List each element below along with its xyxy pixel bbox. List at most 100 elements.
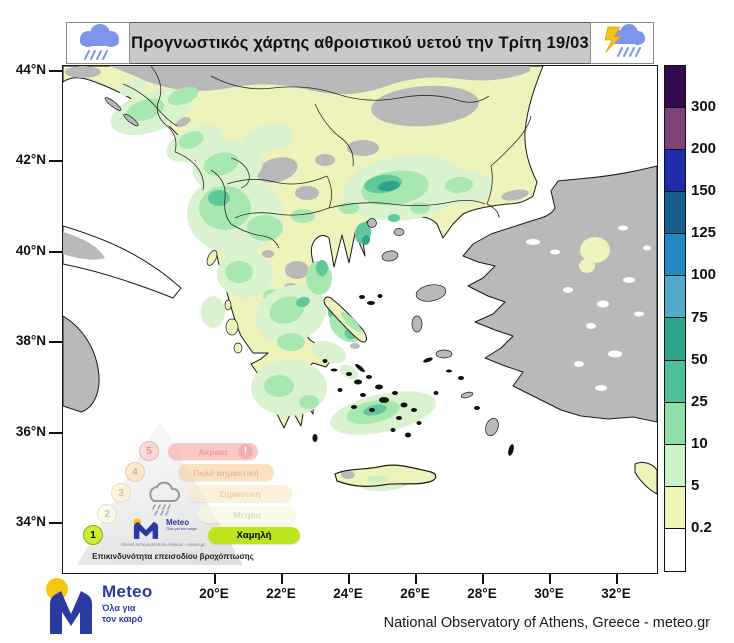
map-canvas xyxy=(63,66,657,573)
islands xyxy=(104,97,657,495)
storm-cloud-glyph xyxy=(604,24,645,57)
latitude-tick xyxy=(49,522,62,524)
colorbar-value: 150 xyxy=(691,182,717,200)
longitude-label: 26°E xyxy=(400,586,430,601)
cyprus-island xyxy=(634,461,657,495)
mini-meteo-logo-icon xyxy=(133,518,159,539)
mini-logo-subtitle: Όλα για τον καιρό xyxy=(166,526,198,531)
latitude-label: 44°N xyxy=(15,62,46,77)
colorbar-value: 100 xyxy=(691,266,717,284)
meteo-logo: Meteo Όλα για τον καιρό xyxy=(36,576,206,640)
colorbar-segment xyxy=(665,192,685,235)
risk-level-label: Ακραία xyxy=(198,446,228,457)
latitude-label: 38°N xyxy=(15,333,46,348)
extreme-warning-badge: ! xyxy=(238,444,253,459)
meteo-logo-subtitle-line2: τον καιρό xyxy=(102,613,143,624)
longitude-label: 30°E xyxy=(534,586,564,601)
rain-cloud-outline-icon xyxy=(149,481,181,516)
rain-cloud-glyph xyxy=(80,24,119,60)
precipitation-colorbar xyxy=(664,65,686,572)
colorbar-value: 50 xyxy=(691,350,708,368)
mini-logo-name: Meteo xyxy=(166,518,190,527)
pyramid-caption: Επικινδυνότητα επεισοδίου βροχόπτωσης xyxy=(92,552,254,561)
risk-level-pill-5: Ακραία! xyxy=(168,443,258,460)
title-bar: Προγνωστικός χάρτης αθροιστικού υετού τη… xyxy=(66,22,654,64)
colorbar-value: 0.2 xyxy=(691,518,712,536)
colorbar-value: 25 xyxy=(691,392,708,410)
risk-level-pill-4: Πολύ σημαντική xyxy=(178,464,274,481)
risk-level-number-3: 3 xyxy=(111,483,131,503)
latitude-label: 34°N xyxy=(15,514,46,529)
risk-level-number-1: 1 xyxy=(83,525,103,545)
turkey-landmass xyxy=(462,165,657,423)
colorbar-segment xyxy=(665,108,685,151)
pyramid-logo-caption: Εθνικό Αστεροσκοπείο Αθηνών - meteo.gr xyxy=(121,542,205,547)
longitude-tick xyxy=(549,573,551,584)
latitude-label: 36°N xyxy=(15,424,46,439)
latitude-tick xyxy=(49,341,62,343)
meteo-logo-subtitle-line1: Όλα για xyxy=(102,603,136,613)
latitude-tick xyxy=(49,251,62,253)
latitude-tick xyxy=(49,160,62,162)
colorbar-segment xyxy=(665,66,685,109)
rain-risk-pyramid-legend: Ακραία! 5 Πολύ σημαντική 4 Σημαντική 3 Μέτρια 2… xyxy=(73,421,313,571)
storm-cloud-icon xyxy=(590,22,654,64)
risk-level-label: Σημαντική xyxy=(219,488,261,499)
colorbar-value: 300 xyxy=(691,98,717,116)
colorbar-segment xyxy=(665,318,685,361)
meteo-logo-subtitle: Όλα για τον καιρό xyxy=(102,603,143,624)
precipitation-map: Ακραία! 5 Πολύ σημαντική 4 Σημαντική 3 Μέτρια 2… xyxy=(62,65,658,574)
longitude-tick xyxy=(348,573,350,584)
colorbar-segment xyxy=(665,486,685,529)
risk-level-pill-1: Χαμηλή xyxy=(208,527,300,544)
colorbar-value: 200 xyxy=(691,140,717,158)
risk-level-label: Μέτρια xyxy=(233,509,261,520)
risk-level-number-2: 2 xyxy=(97,504,117,524)
italy-coast xyxy=(63,225,182,413)
turkey-dry-lakes xyxy=(526,225,651,391)
country-borders xyxy=(122,66,532,249)
latitude-label: 40°N xyxy=(15,243,46,258)
longitude-label: 22°E xyxy=(266,586,296,601)
colorbar-segment xyxy=(665,444,685,487)
longitude-tick xyxy=(482,573,484,584)
meteo-logo-icon xyxy=(46,578,92,634)
longitude-tick xyxy=(415,573,417,584)
colorbar-value: 5 xyxy=(691,476,700,494)
colorbar-segment xyxy=(665,276,685,319)
precipitation-blobs xyxy=(110,79,493,492)
meteo-logo-name: Meteo xyxy=(102,582,153,601)
crete-island xyxy=(334,464,437,487)
colorbar-value: 10 xyxy=(691,434,708,452)
colorbar-segment xyxy=(665,402,685,445)
latitude-tick xyxy=(49,70,62,72)
aegean-island-specks xyxy=(312,294,514,456)
longitude-tick xyxy=(616,573,618,584)
rain-cloud-icon xyxy=(66,22,130,64)
longitude-label: 28°E xyxy=(467,586,497,601)
longitude-tick xyxy=(281,573,283,584)
latitude-tick xyxy=(49,432,62,434)
attribution-text: National Observatory of Athens, Greece -… xyxy=(383,615,710,631)
longitude-label: 24°E xyxy=(333,586,363,601)
colorbar-value: 125 xyxy=(691,224,717,242)
pyramid-mini-logo: Meteo Όλα για τον καιρό xyxy=(128,518,228,542)
colorbar-segment xyxy=(665,234,685,277)
colorbar-value: 75 xyxy=(691,308,708,326)
risk-level-number-5: 5 xyxy=(139,441,159,461)
risk-level-pill-2: Μέτρια xyxy=(198,506,296,523)
dry-gray-patches xyxy=(65,66,531,403)
longitude-label: 20°E xyxy=(199,586,229,601)
colorbar-segment xyxy=(665,150,685,193)
map-title: Προγνωστικός χάρτης αθροιστικού υετού τη… xyxy=(131,33,589,52)
risk-level-label: Χαμηλή xyxy=(236,530,272,541)
colorbar-segment xyxy=(665,528,685,571)
colorbar-segment xyxy=(665,360,685,403)
risk-level-pill-3: Σημαντική xyxy=(188,485,292,502)
risk-level-number-4: 4 xyxy=(125,462,145,482)
risk-level-label: Πολύ σημαντική xyxy=(193,467,259,478)
longitude-tick xyxy=(214,573,216,584)
longitude-label: 32°E xyxy=(601,586,631,601)
latitude-label: 42°N xyxy=(15,152,46,167)
